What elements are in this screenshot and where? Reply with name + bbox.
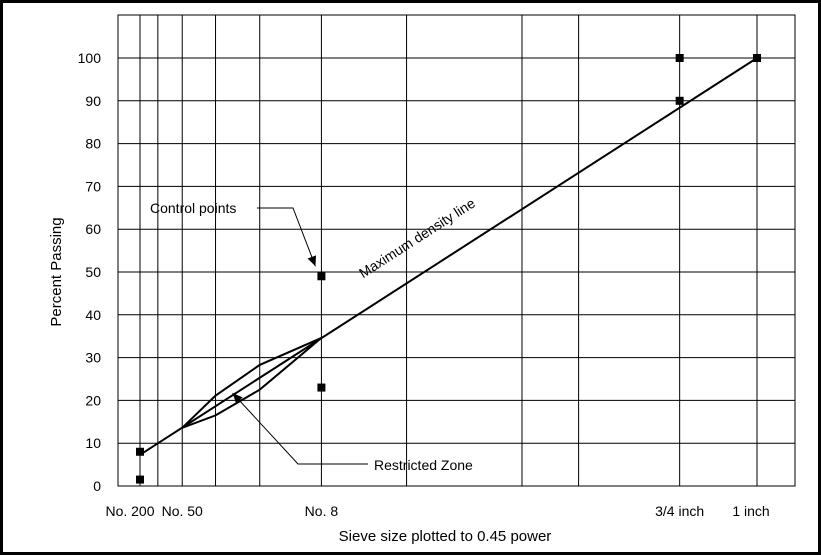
y-tick-label: 60 [85,221,101,237]
restricted-zone-leader [232,392,368,465]
x-axis-label: Sieve size plotted to 0.45 power [339,528,552,545]
restricted-zone-arrowhead [232,393,243,404]
y-tick-label: 80 [85,136,101,152]
y-tick-label: 10 [85,435,101,451]
restricted-zone-lower [181,337,323,429]
y-axis-tick-labels: 0 10 20 30 40 50 60 70 80 90 100 [78,50,102,494]
x-tick-label: No. 8 [305,503,339,519]
y-tick-label: 50 [85,264,101,280]
y-tick-label: 30 [85,350,101,366]
y-tick-label: 90 [85,93,101,109]
x-axis-tick-labels: No. 200 No. 50 No. 8 3/4 inch 1 inch [105,503,769,519]
x-tick-label: 3/4 inch [655,503,704,519]
control-point-marker [753,54,761,62]
max-density-line [139,57,758,456]
x-tick-label: No. 50 [162,503,203,519]
control-point-marker [317,383,326,392]
x-tick-label: No. 200 [105,503,154,519]
x-tick-label: 1 inch [732,503,769,519]
control-points-arrowhead [307,255,317,267]
y-tick-label: 20 [85,392,101,408]
y-tick-label: 0 [93,478,101,494]
control-points-leader [257,207,316,267]
plot-area [117,14,796,487]
control-point-marker [675,54,684,62]
y-tick-label: 70 [85,178,101,194]
series-layer [136,54,761,484]
control-points-label: Control points [150,200,236,216]
control-point-marker [136,447,144,456]
restricted-zone-upper [181,336,322,429]
horizontal-gridlines [118,57,795,444]
y-axis-label: Percent Passing [48,217,65,326]
y-tick-label: 100 [78,50,102,66]
restricted-zone-label: Restricted Zone [374,457,473,473]
control-point-marker [136,475,144,484]
y-tick-label: 40 [85,307,101,323]
vertical-gridlines [139,15,758,486]
control-point-marker [675,96,684,105]
control-point-marker [317,272,326,281]
